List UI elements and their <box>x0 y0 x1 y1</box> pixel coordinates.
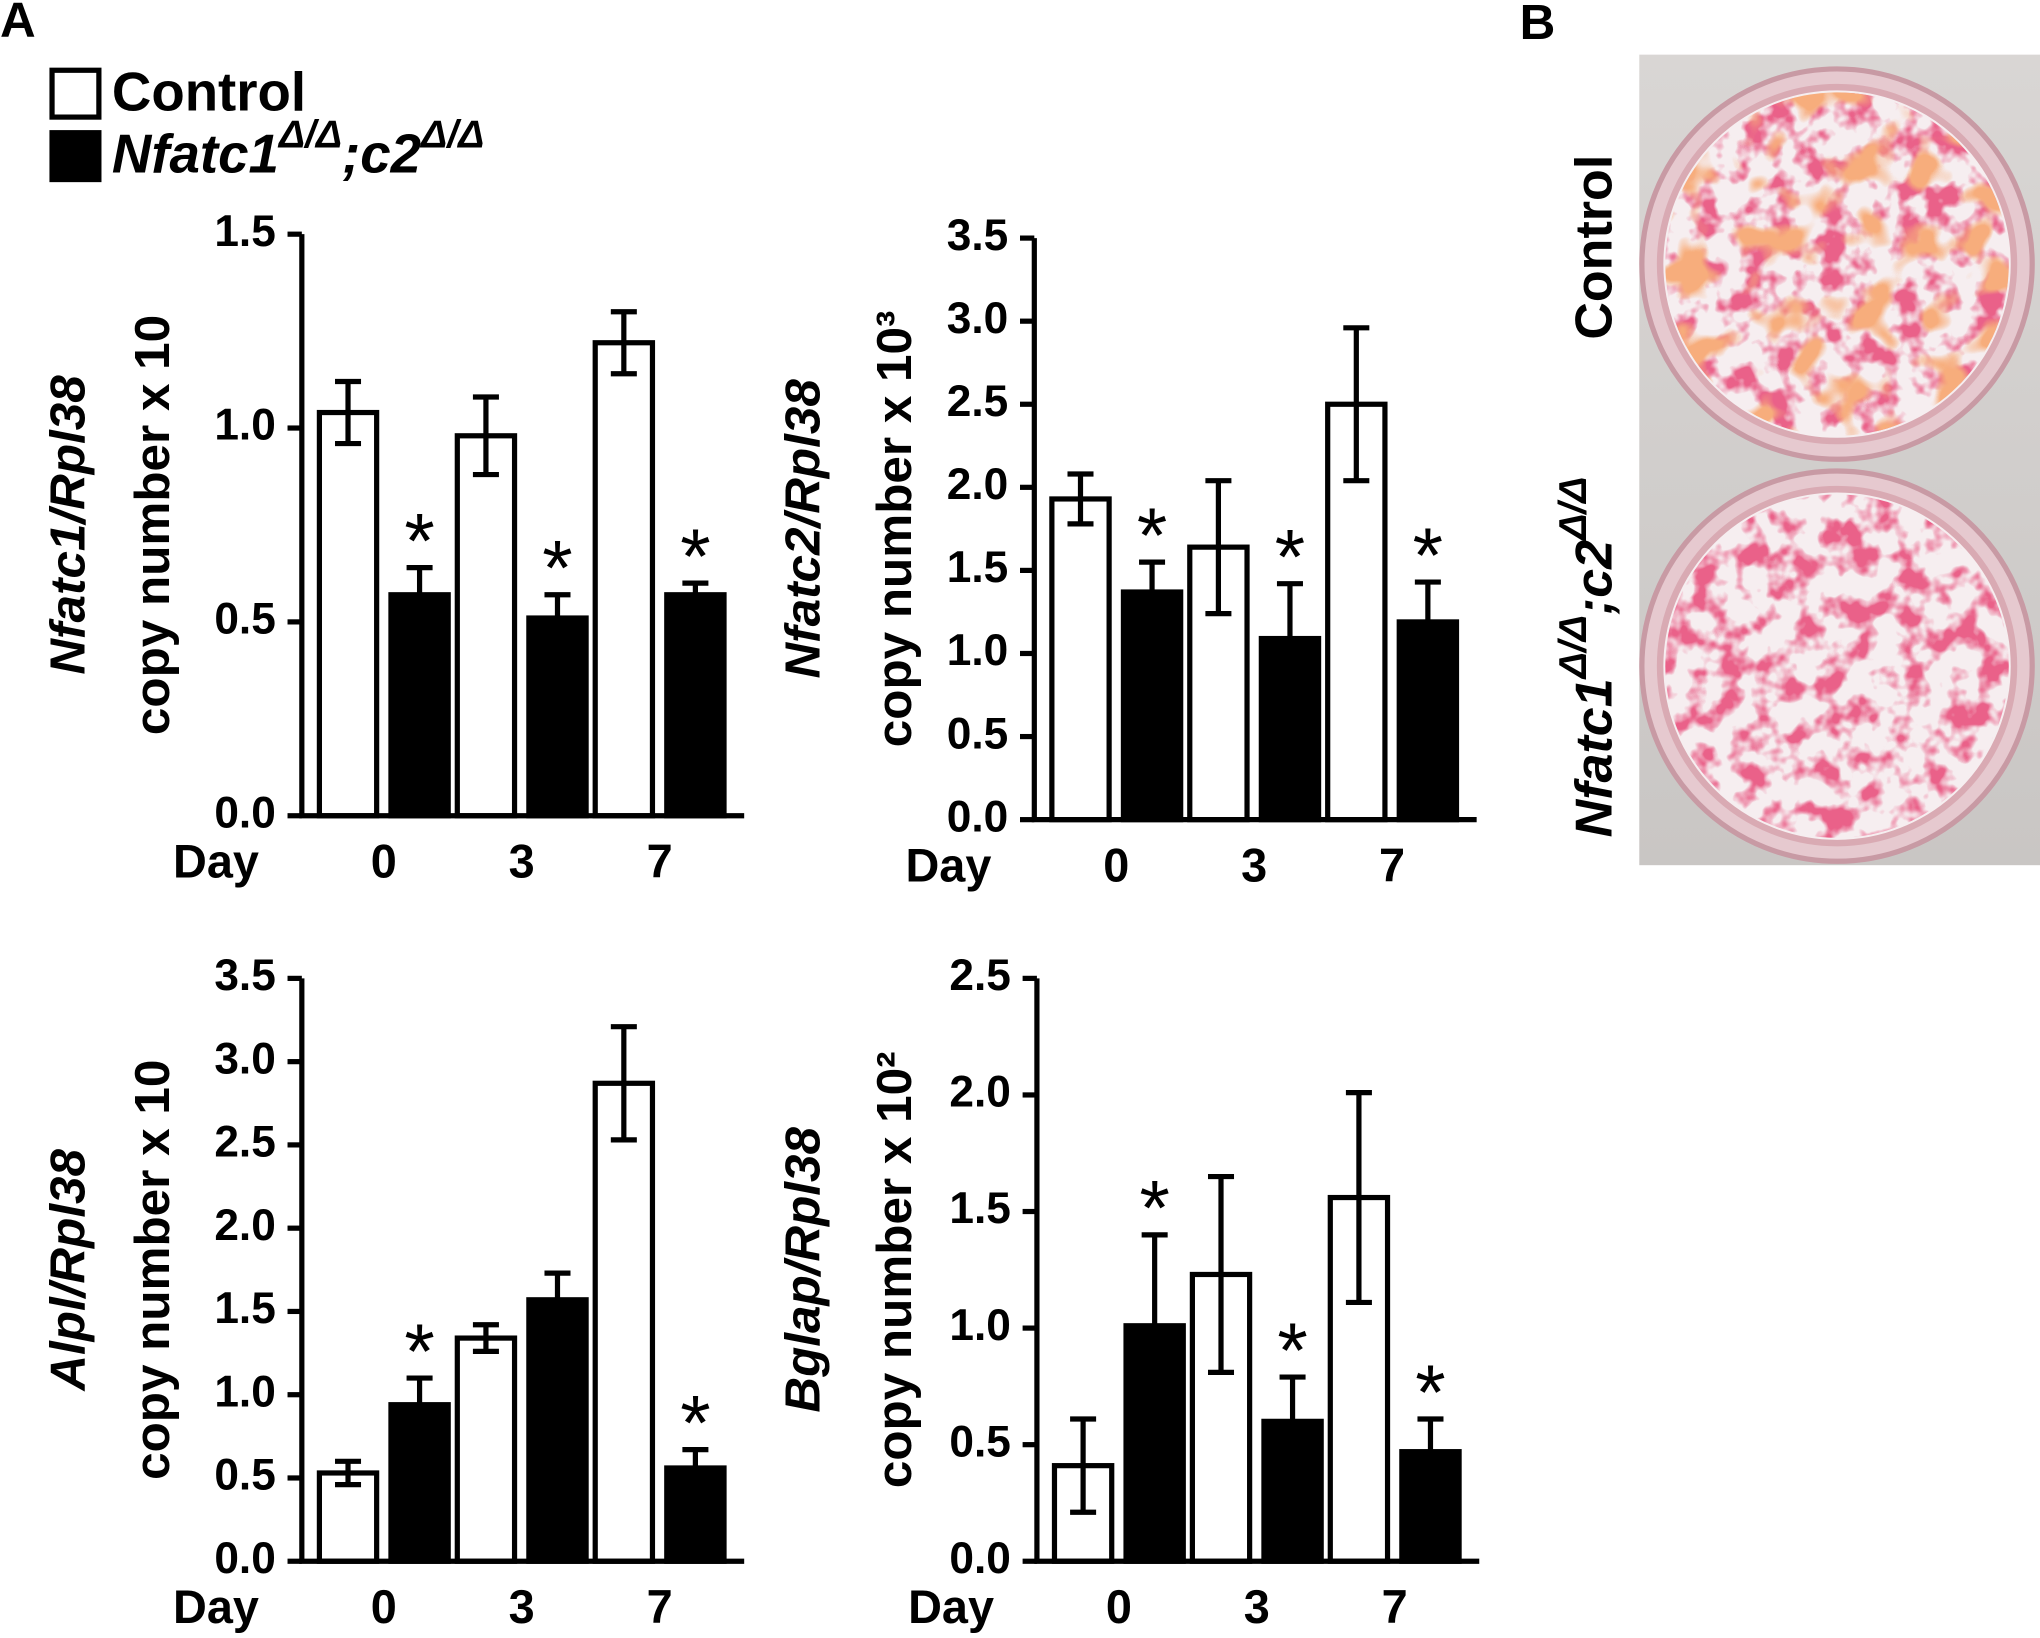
x-axis-label: Day <box>905 839 991 891</box>
bar <box>592 340 656 819</box>
bar <box>526 1297 589 1564</box>
y-tick-label: 1.0 <box>947 626 1008 675</box>
y-tick-label: 2.0 <box>214 1201 275 1250</box>
label-part: Nfatc1 <box>112 124 279 185</box>
label-part: ;c2 <box>342 124 421 185</box>
x-tick-label: 7 <box>1382 1581 1408 1633</box>
x-tick-label: 7 <box>647 1581 673 1633</box>
bar <box>388 592 451 819</box>
y-axis-label: copy number x 10 <box>125 1060 180 1480</box>
y-tick-label: 1.0 <box>214 401 275 450</box>
y-tick-label: 2.5 <box>214 1118 275 1167</box>
x-tick-label: 0 <box>1106 1581 1132 1633</box>
panel-label: A <box>0 0 36 47</box>
photo <box>1639 54 2040 866</box>
x-axis-label: Day <box>173 836 259 888</box>
significance-star: * <box>1415 1348 1445 1436</box>
x-tick-label: 3 <box>509 1581 535 1633</box>
significance-star: * <box>1139 1164 1169 1252</box>
legend-swatch <box>49 130 102 183</box>
y-tick-label: 3.5 <box>947 211 1008 260</box>
x-tick-label: 0 <box>371 836 397 888</box>
superscript: Δ/Δ <box>1552 477 1595 542</box>
y-tick-label: 3.0 <box>214 1034 275 1083</box>
y-tick-label: 3.0 <box>947 294 1008 343</box>
legend-label: Control <box>112 62 306 123</box>
significance-star: * <box>1277 1306 1307 1394</box>
panel-label: B <box>1520 0 1556 50</box>
y-tick-label: 0.5 <box>949 1417 1010 1466</box>
y-axis-label: copy number x 10² <box>867 1051 922 1488</box>
y-tick-label: 3.5 <box>214 951 275 1000</box>
y-tick-label: 0.5 <box>947 709 1008 758</box>
y-tick-label: 1.5 <box>949 1184 1010 1233</box>
bar <box>1049 496 1112 823</box>
y-tick-label: 0.5 <box>214 1451 275 1500</box>
bar <box>1120 589 1184 823</box>
significance-star: * <box>680 512 710 600</box>
x-tick-label: 7 <box>647 836 673 888</box>
y-tick-label: 1.0 <box>214 1367 275 1416</box>
bar <box>454 433 518 819</box>
y-tick-label: 0.0 <box>214 788 275 837</box>
x-tick-label: 3 <box>509 836 535 888</box>
superscript: Δ/Δ <box>277 114 342 157</box>
significance-star: * <box>1275 513 1305 601</box>
x-tick-label: 0 <box>1103 839 1129 891</box>
x-tick-label: 0 <box>371 1581 397 1633</box>
label-part: Nfatc1 <box>1565 678 1623 837</box>
y-tick-label: 0.0 <box>949 1534 1010 1583</box>
bar <box>454 1335 518 1564</box>
y-tick-label: 1.5 <box>947 543 1008 592</box>
y-axis-label: Nfatc2/Rpl38 <box>776 379 831 679</box>
bar <box>1261 1418 1324 1564</box>
row-label: Nfatc1Δ/Δ;c2Δ/Δ <box>1552 477 1623 838</box>
bar <box>1258 635 1322 823</box>
significance-star: * <box>1137 491 1167 579</box>
legend-swatch <box>49 67 102 120</box>
row-label: Control <box>1565 155 1623 340</box>
y-axis-label: Alpl/Rpl38 <box>41 1148 96 1392</box>
label-part: ;c2 <box>1565 540 1623 615</box>
y-axis-label: Bglap/Rpl38 <box>776 1126 831 1412</box>
bar <box>526 615 589 819</box>
y-tick-label: 0.0 <box>214 1534 275 1583</box>
y-tick-label: 2.5 <box>949 951 1010 1000</box>
y-tick-label: 1.0 <box>949 1301 1010 1350</box>
x-tick-label: 3 <box>1241 839 1267 891</box>
y-axis-label: copy number x 10³ <box>867 311 922 748</box>
x-tick-label: 7 <box>1379 839 1405 891</box>
bar <box>664 592 727 819</box>
y-tick-label: 2.0 <box>947 460 1008 509</box>
y-tick-label: 0.5 <box>214 595 275 644</box>
y-axis-label: copy number x 10 <box>125 315 180 735</box>
significance-star: * <box>542 524 572 612</box>
significance-star: * <box>1413 511 1443 599</box>
significance-star: * <box>404 1307 434 1395</box>
bar <box>316 409 380 819</box>
bar <box>316 1470 380 1564</box>
significance-star: * <box>404 496 434 584</box>
y-tick-label: 1.5 <box>214 1284 275 1333</box>
superscript: Δ/Δ <box>1552 615 1595 680</box>
y-tick-label: 1.5 <box>214 207 275 256</box>
x-tick-label: 3 <box>1244 1581 1270 1633</box>
y-axis-label: Nfatc1/Rpl38 <box>41 375 96 675</box>
significance-star: * <box>680 1378 710 1466</box>
y-tick-label: 2.0 <box>949 1068 1010 1117</box>
y-tick-label: 2.5 <box>947 377 1008 426</box>
x-axis-label: Day <box>908 1581 994 1633</box>
y-tick-label: 0.0 <box>947 792 1008 841</box>
x-axis-label: Day <box>173 1581 259 1633</box>
legend-label: Nfatc1Δ/Δ;c2Δ/Δ <box>112 114 484 186</box>
superscript: Δ/Δ <box>419 114 484 157</box>
bar <box>592 1080 656 1564</box>
